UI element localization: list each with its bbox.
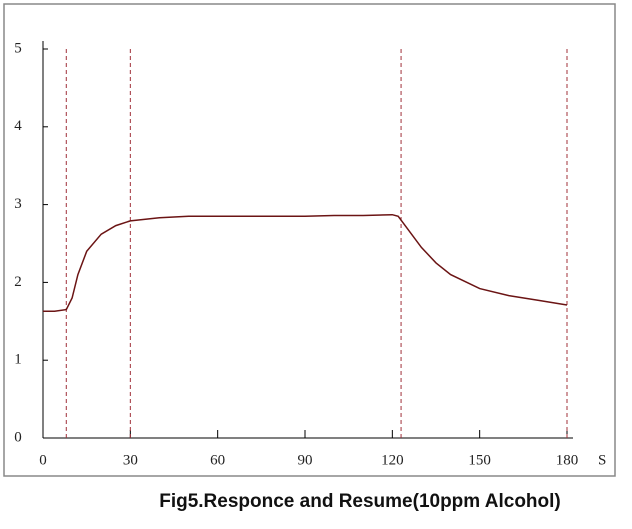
- y-tick-label: 0: [14, 429, 22, 445]
- chart-title: Fig5.Responce and Resume(10ppm Alcohol): [159, 491, 561, 512]
- x-tick-label: 150: [468, 452, 491, 468]
- y-tick-label: 3: [14, 196, 22, 212]
- x-tick-label: 120: [381, 452, 404, 468]
- y-tick-label: 5: [14, 40, 22, 56]
- x-tick-label: 30: [123, 452, 138, 468]
- x-axis-label: S: [598, 452, 606, 468]
- data-line: [43, 213, 568, 312]
- frame: [3, 3, 616, 477]
- x-tick-label: 90: [298, 452, 313, 468]
- y-tick-label: 4: [14, 118, 22, 134]
- x-tick-label: 180: [556, 452, 579, 468]
- x-tick-label: 0: [39, 452, 47, 468]
- y-tick-label: 1: [14, 352, 22, 368]
- x-tick-label: 60: [210, 452, 225, 468]
- y-tick-label: 2: [14, 274, 22, 290]
